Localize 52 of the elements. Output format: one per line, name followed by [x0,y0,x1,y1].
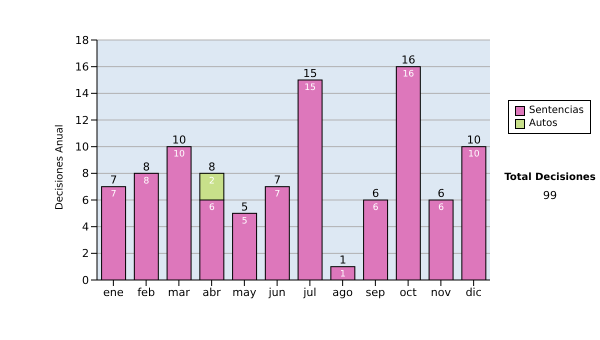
y-tick-label: 6 [82,194,89,207]
y-tick-label: 10 [75,140,89,154]
x-tick-label: dic [466,286,482,299]
y-tick-label: 12 [75,114,89,127]
data-label: 5 [242,216,248,226]
data-label: 1 [340,270,346,280]
total-label: 15 [303,67,318,80]
total-label: 6 [372,187,380,200]
legend-label: Sentencias [529,104,584,117]
x-tick-label: nov [430,286,452,299]
total-label: 10 [466,134,481,147]
total-label: 8 [142,160,150,174]
x-tick-label: feb [137,286,155,299]
total-label: 8 [208,160,216,174]
data-label: 10 [468,150,480,160]
y-axis-title: Decisiones Anual [54,124,66,210]
data-label: 16 [402,70,414,80]
x-tick-label: ene [103,286,124,299]
y-tick-label: 4 [82,220,89,234]
data-label: 7 [274,190,280,200]
x-tick-label: may [232,286,257,299]
y-tick-label: 14 [75,87,89,100]
total-label: 16 [401,54,416,67]
total-label: 5 [241,200,248,214]
y-tick-label: 0 [82,274,89,287]
y-tick-label: 18 [75,34,89,47]
x-tick-label: jul [302,286,316,299]
data-label: 6 [438,203,444,213]
x-tick-label: ago [332,286,354,299]
x-tick-label: oct [400,286,418,299]
legend-label: Autos [529,117,558,130]
total-label: 7 [110,174,118,187]
total-label: 1 [339,254,346,267]
data-label: 6 [208,203,215,213]
data-label: 8 [143,176,150,186]
y-tick-label: 16 [75,60,89,74]
text: Total Decisiones [503,172,597,183]
data-label: 7 [110,190,116,200]
x-tick-label: abr [202,286,222,299]
x-tick-label: sep [366,286,386,299]
y-tick-label: 2 [82,247,89,260]
x-tick-label: jun [268,286,286,299]
total-label: 10 [172,134,186,147]
data-label: 2 [208,176,215,186]
total-label: 7 [274,174,281,187]
text: 99 [542,189,558,202]
total-label: 6 [438,187,445,200]
y-tick-label: 8 [82,167,89,180]
data-label: 10 [173,150,186,160]
data-label: 6 [372,203,379,213]
x-tick-label: mar [168,286,190,299]
data-label: 15 [304,83,316,93]
